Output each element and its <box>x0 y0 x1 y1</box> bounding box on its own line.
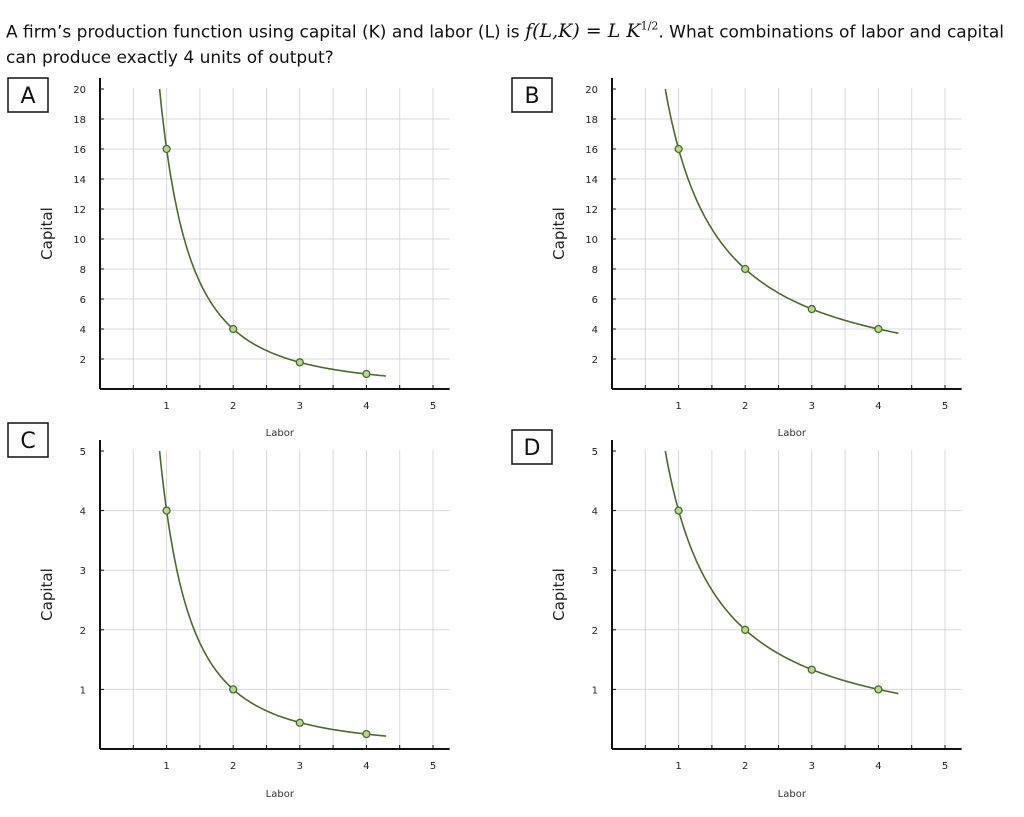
y-axis-label: Capital <box>550 568 568 621</box>
y-tick-label: 5 <box>80 447 86 458</box>
y-tick-label: 20 <box>585 85 598 96</box>
question-text: A firm’s production function using capit… <box>6 14 1016 71</box>
option-letter: C <box>20 429 35 454</box>
option-letter: A <box>20 84 35 109</box>
y-tick-label: 16 <box>585 145 598 156</box>
y-tick-label: 2 <box>80 355 86 366</box>
x-axis-label: Labor <box>778 428 807 439</box>
chart-c: C 1 2 3 4 5 1 2 3 4 5 Labor Capital <box>7 422 450 800</box>
y-tick-label: 2 <box>80 626 86 637</box>
data-point <box>807 304 816 314</box>
x-tick-label: 1 <box>675 401 681 412</box>
x-tick-label: 5 <box>942 401 948 412</box>
y-axis-label: Capital <box>38 207 56 260</box>
y-tick-label: 1 <box>592 685 598 696</box>
data-point <box>229 685 238 694</box>
y-tick-label: 2 <box>592 355 598 366</box>
x-tick-label: 2 <box>742 401 748 412</box>
x-tick-label: 5 <box>942 761 948 772</box>
x-axis-label: Labor <box>778 789 807 800</box>
option-box <box>7 422 49 458</box>
x-tick-label: 3 <box>297 761 303 772</box>
y-tick-label: 3 <box>80 566 86 577</box>
y-axis-label: Capital <box>550 207 568 260</box>
y-tick-label: 4 <box>592 325 598 336</box>
option-box <box>511 77 553 113</box>
y-tick-label: 6 <box>80 295 86 306</box>
data-point <box>229 324 238 334</box>
data-point <box>674 506 683 515</box>
y-tick-label: 18 <box>585 115 598 126</box>
x-tick-label: 1 <box>675 761 681 772</box>
data-point <box>807 665 816 674</box>
data-point <box>295 718 304 727</box>
option-letter: D <box>524 436 541 461</box>
x-tick-label: 3 <box>297 401 303 412</box>
y-tick-label: 12 <box>585 205 598 216</box>
x-tick-label: 1 <box>163 401 169 412</box>
y-tick-label: 14 <box>585 175 598 186</box>
y-tick-label: 4 <box>592 507 598 518</box>
question-start: A firm’s production function using capit… <box>6 22 526 43</box>
y-tick-label: 3 <box>592 566 598 577</box>
y-tick-label: 14 <box>73 175 86 186</box>
data-point <box>741 625 750 634</box>
x-tick-label: 5 <box>430 401 436 412</box>
y-tick-label: 18 <box>73 115 86 126</box>
x-tick-label: 2 <box>742 761 748 772</box>
isoquant-curve <box>158 88 387 377</box>
data-point <box>295 358 304 367</box>
x-tick-label: 2 <box>230 761 236 772</box>
formula-base: f(L,K) = L K <box>525 20 641 43</box>
formula-exponent: 1/2 <box>640 20 659 33</box>
isoquant-curve <box>158 450 387 737</box>
y-tick-label: 5 <box>592 447 598 458</box>
data-point <box>162 506 171 515</box>
production-function-formula: f(L,K) = L K1/2 <box>525 20 658 42</box>
x-tick-label: 4 <box>363 761 369 772</box>
option-box <box>511 429 553 465</box>
data-point <box>674 144 683 154</box>
option-box <box>7 77 49 113</box>
data-point <box>874 324 883 334</box>
x-tick-label: 4 <box>875 761 881 772</box>
x-tick-label: 4 <box>363 401 369 412</box>
x-tick-label: 3 <box>809 401 815 412</box>
y-tick-label: 2 <box>592 626 598 637</box>
isoquant-curve <box>664 88 899 334</box>
x-axis-label: Labor <box>266 428 295 439</box>
y-axis-label: Capital <box>38 568 56 621</box>
data-point <box>162 144 171 154</box>
y-tick-label: 16 <box>73 145 86 156</box>
y-tick-label: 4 <box>80 325 86 336</box>
y-tick-label: 6 <box>592 295 598 306</box>
chart-d: D 1 2 3 4 5 1 2 3 4 5 Labor Capital <box>511 429 962 800</box>
y-tick-label: 10 <box>73 235 86 246</box>
option-letter: B <box>524 84 539 109</box>
y-tick-label: 20 <box>73 85 86 96</box>
y-tick-label: 1 <box>80 685 86 696</box>
y-tick-label: 8 <box>592 265 598 276</box>
x-tick-label: 2 <box>230 401 236 412</box>
data-point <box>741 264 750 274</box>
data-point <box>362 369 371 379</box>
question-end: . What combinations of labor and capital… <box>6 22 1005 69</box>
y-tick-label: 4 <box>80 507 86 518</box>
isoquant-curve <box>664 450 899 695</box>
x-tick-label: 5 <box>430 761 436 772</box>
data-point <box>362 729 371 739</box>
y-tick-label: 8 <box>80 265 86 276</box>
y-tick-label: 10 <box>585 235 598 246</box>
y-tick-label: 12 <box>73 205 86 216</box>
x-tick-label: 3 <box>809 761 815 772</box>
data-point <box>874 685 883 694</box>
x-tick-label: 1 <box>163 761 169 772</box>
x-axis-label: Labor <box>266 789 295 800</box>
x-tick-label: 4 <box>875 401 881 412</box>
